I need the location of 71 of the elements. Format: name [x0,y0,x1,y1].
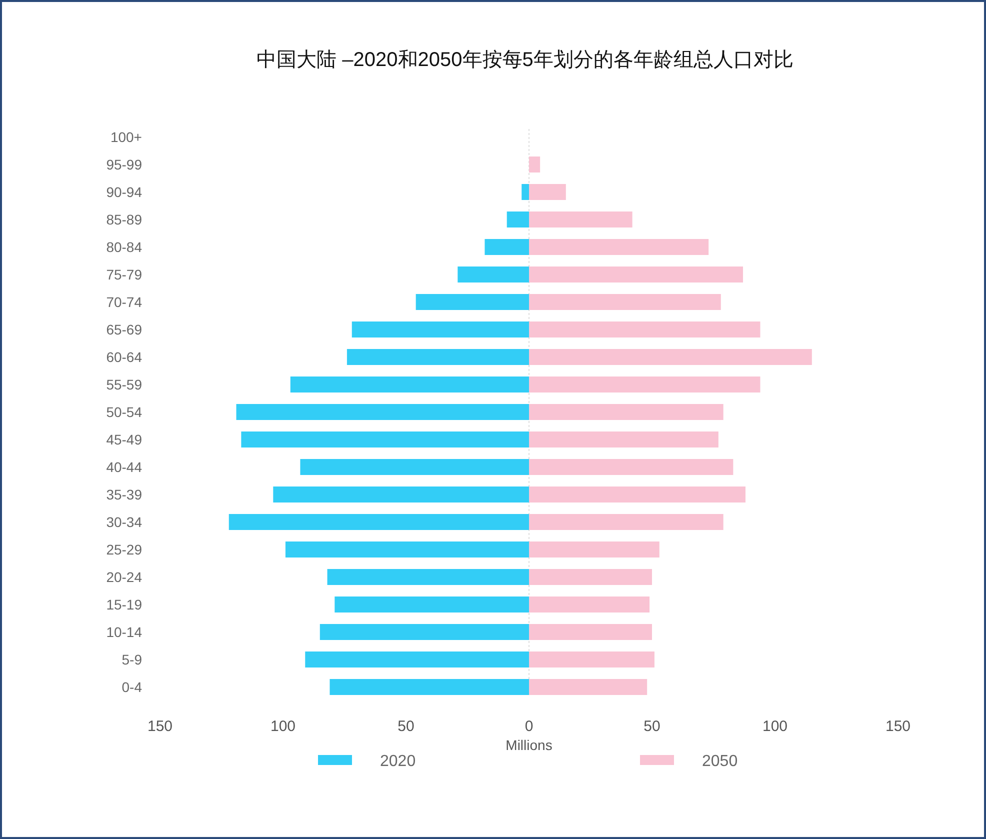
bar [506,212,529,228]
bar [334,596,529,612]
x-tick-label: 100 [762,718,788,735]
bar [330,679,529,695]
legend-label: 2050 [702,753,738,770]
y-tick-label: 40-44 [106,459,142,475]
bar [529,404,724,420]
legend-label: 2020 [380,753,416,770]
bar [529,156,540,172]
bar [529,486,746,502]
bar [320,624,529,640]
bar [529,596,650,612]
bar [529,322,760,338]
x-tick-label: 0 [524,718,534,735]
y-tick-label: 10-14 [106,624,142,640]
bar [236,404,529,420]
y-tick-label: 0-4 [122,679,142,695]
bar [327,569,529,585]
bar [529,184,566,200]
bar [273,486,529,502]
x-tick-label: 150 [147,718,173,735]
bar [529,514,724,530]
y-tick-label: 100+ [110,129,142,145]
y-tick-label: 85-89 [106,212,142,228]
y-tick-label: 80-84 [106,239,142,255]
y-tick-label: 20-24 [106,569,142,585]
bar [529,266,744,282]
bar [529,349,812,365]
bar [241,432,529,448]
bar [285,542,529,558]
bar [529,652,654,668]
bar [346,349,529,365]
chart-title: 中国大陆 –2020和2050年按每5年划分的各年龄组总人口对比 [256,49,794,71]
bar [416,294,529,310]
y-tick-label: 60-64 [106,349,142,365]
bar [529,239,709,255]
x-tick-label: 100 [270,718,296,735]
bar [529,376,760,392]
x-axis-title: Millions [506,737,552,753]
x-tick-label: 150 [885,718,911,735]
y-tick-label: 90-94 [106,184,142,200]
y-tick-label: 5-9 [122,652,142,668]
bar [529,679,648,695]
y-tick-label: 70-74 [106,294,142,310]
y-tick-label: 35-39 [106,486,142,502]
y-tick-label: 65-69 [106,322,142,338]
x-tick-label: 50 [398,718,414,735]
y-tick-label: 30-34 [106,514,142,530]
bar [458,266,529,282]
bar [529,294,721,310]
y-tick-label: 95-99 [106,156,142,172]
bar [529,459,734,475]
bar [529,212,632,228]
bar [305,652,529,668]
bar [484,239,529,255]
y-tick-label: 15-19 [106,596,142,612]
bar [529,432,718,448]
y-tick-label: 45-49 [106,432,142,448]
bar [352,322,529,338]
y-tick-label: 75-79 [106,266,142,282]
bar [529,624,652,640]
x-tick-label: 50 [644,718,660,735]
bar [522,184,529,200]
bar [529,569,652,585]
bar [228,514,529,530]
y-tick-label: 25-29 [106,542,142,558]
bar [529,542,660,558]
bar [300,459,529,475]
y-tick-label: 50-54 [106,404,142,420]
y-tick-label: 55-59 [106,376,142,392]
bar [290,376,529,392]
